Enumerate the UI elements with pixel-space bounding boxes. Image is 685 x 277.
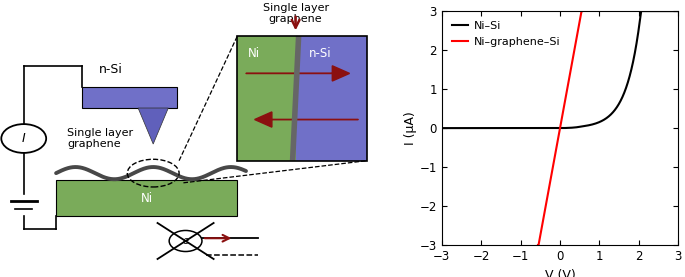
Text: Single layer
graphene: Single layer graphene [67, 128, 133, 149]
Bar [82, 87, 177, 108]
X-axis label: V (V): V (V) [545, 269, 575, 277]
FancyArrow shape [246, 66, 349, 81]
Text: e: e [183, 236, 188, 246]
Y-axis label: I (μA): I (μA) [404, 111, 416, 145]
Bar [238, 36, 296, 161]
Bar [56, 180, 238, 216]
Text: Ni: Ni [140, 192, 153, 204]
Polygon shape [138, 108, 169, 144]
Legend: Ni–Si, Ni–graphene–Si: Ni–Si, Ni–graphene–Si [447, 17, 565, 51]
Bar [238, 36, 367, 161]
Text: n-Si: n-Si [308, 47, 331, 60]
Bar [296, 36, 367, 161]
Text: n-Si: n-Si [99, 63, 123, 76]
Text: Ni: Ni [248, 47, 260, 60]
Text: $I$: $I$ [21, 132, 27, 145]
FancyArrow shape [255, 112, 358, 127]
Text: Single layer
graphene: Single layer graphene [262, 3, 329, 24]
